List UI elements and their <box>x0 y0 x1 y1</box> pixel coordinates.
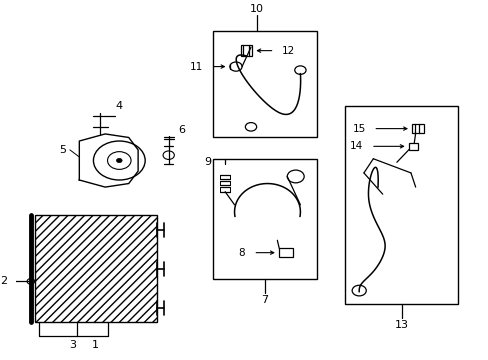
Text: 12: 12 <box>281 46 294 56</box>
Text: 3: 3 <box>69 340 76 350</box>
Text: 11: 11 <box>189 62 203 72</box>
Bar <box>220 188 229 192</box>
Bar <box>279 248 293 257</box>
Text: 4: 4 <box>116 100 122 111</box>
Text: 9: 9 <box>203 157 211 167</box>
Text: 7: 7 <box>261 295 268 305</box>
Text: 6: 6 <box>178 125 185 135</box>
Text: 14: 14 <box>349 141 362 151</box>
Text: 2: 2 <box>0 276 8 286</box>
Text: 10: 10 <box>249 4 264 14</box>
Bar <box>213 159 316 279</box>
Bar <box>35 215 157 322</box>
Text: 8: 8 <box>238 248 245 258</box>
Bar <box>240 45 251 56</box>
Bar <box>220 175 229 179</box>
Text: 1: 1 <box>92 340 99 350</box>
Circle shape <box>116 158 122 163</box>
Text: 5: 5 <box>59 145 66 155</box>
Bar <box>408 143 417 149</box>
Text: 13: 13 <box>394 320 407 330</box>
Bar <box>220 181 229 185</box>
Bar <box>411 124 423 133</box>
Bar <box>213 31 316 138</box>
Text: 15: 15 <box>352 123 366 134</box>
Bar <box>345 105 457 304</box>
